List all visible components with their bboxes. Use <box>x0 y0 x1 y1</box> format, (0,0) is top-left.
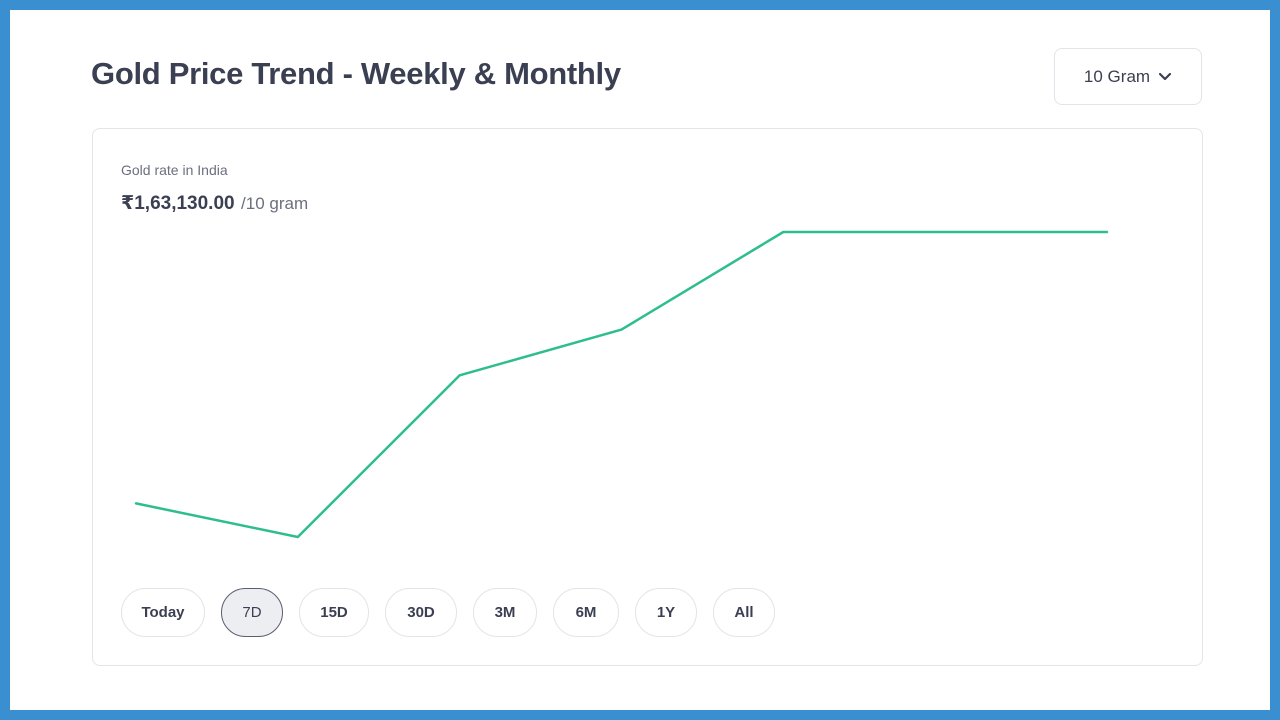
range-button-30d[interactable]: 30D <box>385 588 457 637</box>
chevron-down-icon <box>1158 72 1172 82</box>
range-button-1y[interactable]: 1Y <box>635 588 697 637</box>
price-row: ₹1,63,130.00 /10 gram <box>121 192 308 215</box>
page-frame: Gold Price Trend - Weekly & Monthly 10 G… <box>10 10 1270 710</box>
page-title: Gold Price Trend - Weekly & Monthly <box>91 56 621 91</box>
price-trend-chart <box>134 230 1109 539</box>
range-button-3m[interactable]: 3M <box>473 588 537 637</box>
range-button-7d[interactable]: 7D <box>221 588 283 637</box>
price-chart-card: Gold rate in India ₹1,63,130.00 /10 gram… <box>92 128 1203 666</box>
range-button-6m[interactable]: 6M <box>553 588 619 637</box>
card-label: Gold rate in India <box>121 162 228 178</box>
current-price: ₹1,63,130.00 <box>121 193 235 214</box>
range-button-15d[interactable]: 15D <box>299 588 369 637</box>
range-button-all[interactable]: All <box>713 588 775 637</box>
series-line <box>134 230 1109 539</box>
unit-select[interactable]: 10 Gram <box>1054 48 1202 105</box>
price-unit: /10 gram <box>241 194 309 213</box>
unit-select-value: 10 Gram <box>1083 66 1151 86</box>
range-selector: Today 7D 15D 30D 3M 6M 1Y All <box>121 588 775 637</box>
range-button-today[interactable]: Today <box>121 588 205 637</box>
